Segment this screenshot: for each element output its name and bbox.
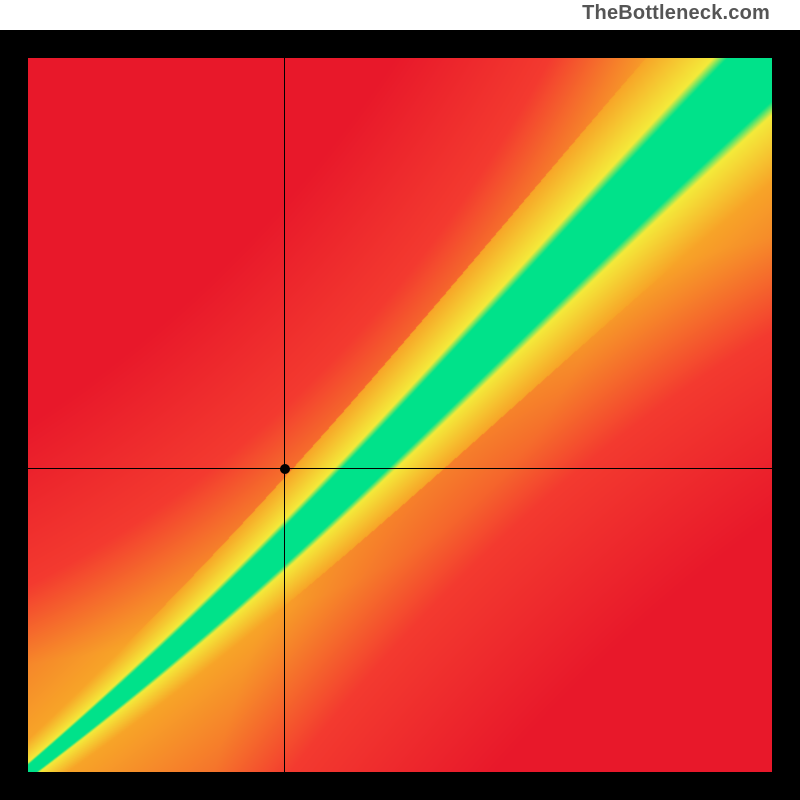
watermark-text: TheBottleneck.com <box>582 2 770 25</box>
chart-container: TheBottleneck.com <box>0 0 800 800</box>
crosshair-horizontal <box>28 468 772 469</box>
crosshair-vertical <box>284 58 285 772</box>
bottleneck-heatmap <box>28 58 772 772</box>
crosshair-marker-dot <box>280 464 290 474</box>
